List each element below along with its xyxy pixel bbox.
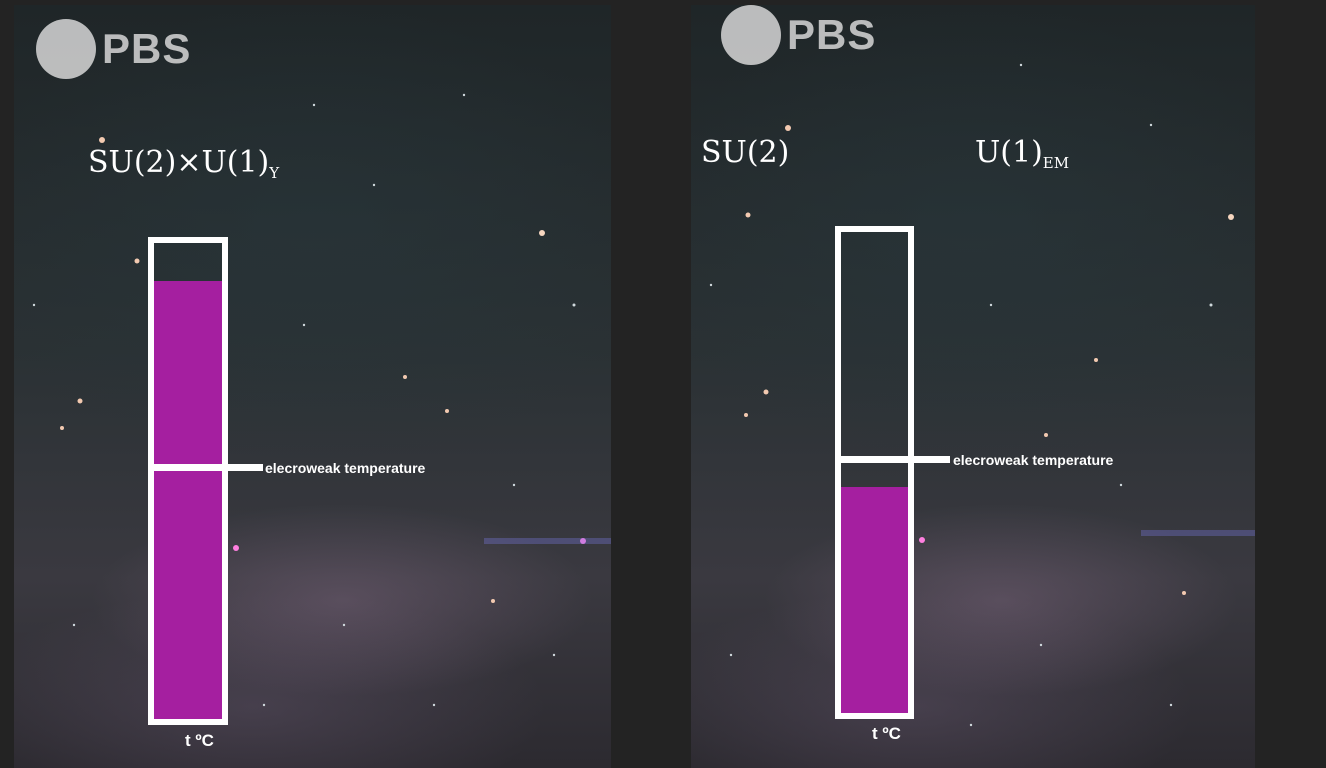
threshold-label: elecroweak temperature [265,460,426,476]
pbs-logo: PBS [36,19,191,79]
star-field [32,93,611,707]
threshold-line [835,456,950,463]
temperature-fill [154,281,222,719]
pbs-logo: PBS [721,5,876,65]
temperature-gauge [148,237,228,725]
symmetry-label: SU(2)×U(1)Y [88,145,279,182]
pbs-logo-text: PBS [102,25,192,72]
symmetry-subscript: Y [269,164,280,182]
left-panel: PBS SU(2)×U(1)Y elecroweak temperature t… [14,5,611,768]
symmetry-label-u1: U(1)EM [975,135,1069,172]
pbs-logo-text: PBS [787,11,877,58]
pbs-head-icon [36,19,96,79]
threshold-line [148,464,263,471]
right-panel: PBS SU(2) U(1)EM elecroweak temperature … [691,5,1255,768]
star-field [709,63,1255,727]
temperature-gauge [835,226,914,719]
pbs-head-icon [721,5,781,65]
symmetry-main: SU(2)×U(1) [88,145,270,180]
temperature-axis-label: t ºC [185,731,214,750]
temperature-axis-label: t ºC [872,724,901,743]
symmetry-label-su2: SU(2) [701,135,790,170]
threshold-label: elecroweak temperature [953,452,1114,468]
symmetry-subscript: EM [1042,154,1070,172]
symmetry-main: U(1) [975,135,1043,170]
temperature-fill [841,486,908,713]
